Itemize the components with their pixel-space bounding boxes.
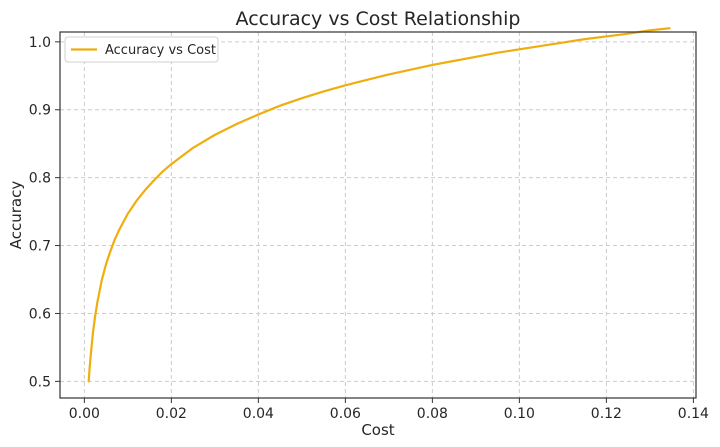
x-tick-label: 0.04: [243, 406, 274, 422]
x-tick-label: 0.08: [417, 406, 448, 422]
x-tick-label: 0.06: [330, 406, 361, 422]
axes: [59, 31, 697, 399]
legend-box: [64, 36, 219, 63]
x-tick-label: 0.00: [69, 406, 100, 422]
x-tick-label: 0.02: [156, 406, 187, 422]
y-tick-label: 1.0: [29, 35, 51, 51]
x-tick-label: 0.12: [591, 406, 622, 422]
y-tick-label: 0.8: [29, 171, 51, 187]
y-axis-label: Accuracy: [7, 181, 25, 250]
legend: Accuracy vs Cost: [64, 36, 219, 63]
plot-frame: [59, 31, 697, 399]
y-tick-label: 0.6: [29, 306, 51, 322]
series-line-accuracy-vs-cost: [87, 27, 671, 383]
y-tick-label: 0.9: [29, 103, 51, 119]
ticks: 0.00 0.02 0.04 0.06 0.08 0.10 0.12 0.14 0.5 0.6 0.…: [29, 35, 709, 422]
y-tick-label: 0.7: [29, 239, 51, 255]
x-tick-label: 0.10: [504, 406, 535, 422]
y-tick-label: 0.5: [29, 374, 51, 390]
series-layer: [87, 27, 671, 383]
x-tick-label: 0.14: [678, 406, 709, 422]
legend-entry-accuracy-vs-cost: Accuracy vs Cost: [105, 43, 216, 58]
chart-title: Accuracy vs Cost Relationship: [236, 8, 521, 30]
grid: [60, 32, 696, 398]
x-axis-label: Cost: [361, 421, 394, 439]
